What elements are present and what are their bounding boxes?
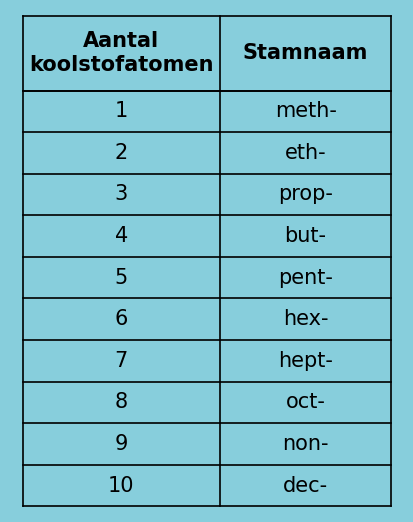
Text: dec-: dec- [282, 476, 328, 495]
Text: oct-: oct- [285, 393, 325, 412]
Text: eth-: eth- [284, 143, 325, 163]
Text: 4: 4 [114, 226, 128, 246]
Text: 10: 10 [108, 476, 134, 495]
Text: Stamnaam: Stamnaam [242, 43, 367, 63]
Text: 9: 9 [114, 434, 128, 454]
Text: 6: 6 [114, 309, 128, 329]
Text: Aantal
koolstofatomen: Aantal koolstofatomen [29, 31, 213, 75]
Text: meth-: meth- [274, 101, 336, 121]
Text: 2: 2 [114, 143, 128, 163]
Text: 5: 5 [114, 268, 128, 288]
Text: hex-: hex- [282, 309, 328, 329]
Text: but-: but- [284, 226, 326, 246]
Text: 7: 7 [114, 351, 128, 371]
Text: 3: 3 [114, 184, 128, 205]
Text: pent-: pent- [278, 268, 332, 288]
Text: hept-: hept- [278, 351, 332, 371]
Text: 1: 1 [114, 101, 128, 121]
Text: non-: non- [282, 434, 328, 454]
Text: 8: 8 [114, 393, 128, 412]
Text: prop-: prop- [278, 184, 332, 205]
